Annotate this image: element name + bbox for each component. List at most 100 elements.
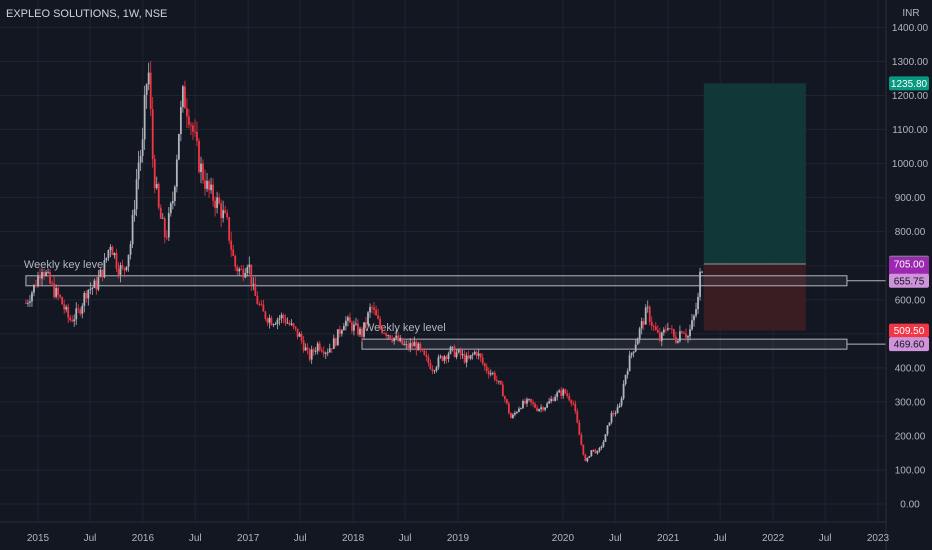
candle-body	[387, 335, 390, 337]
candle-body	[123, 267, 126, 271]
candle-body	[459, 349, 462, 356]
price-label-text: 1235.80	[891, 79, 928, 90]
candle-body	[691, 320, 693, 330]
candles	[25, 60, 703, 463]
candle-body	[403, 344, 406, 346]
candle-body	[648, 306, 651, 322]
candle-body	[119, 265, 122, 275]
candle-body	[51, 283, 53, 285]
candle-body	[264, 311, 267, 319]
candle-body	[602, 441, 605, 447]
candle-body	[654, 326, 657, 330]
candle-body	[369, 307, 371, 313]
candle-body	[443, 356, 446, 361]
candle-body	[491, 372, 494, 374]
candle-body	[582, 444, 585, 455]
candle-body	[361, 328, 363, 337]
candle-body	[349, 317, 351, 323]
candle-body	[250, 264, 253, 285]
candle-body	[33, 284, 35, 293]
candle-body	[395, 335, 398, 338]
candle-body	[103, 260, 106, 278]
time-tick: Jul	[84, 533, 97, 544]
candle-body	[503, 396, 506, 400]
candle-body	[135, 179, 138, 210]
candle-body	[210, 184, 212, 191]
candle-body	[465, 355, 468, 363]
candle-body	[280, 314, 283, 319]
candle-body	[312, 349, 315, 352]
candle-body	[546, 403, 549, 408]
candle-body	[483, 363, 486, 367]
currency-label: INR	[902, 8, 919, 19]
candle-body	[332, 338, 335, 349]
candle-body	[548, 401, 551, 404]
candle-body	[169, 203, 172, 214]
candle-body	[272, 324, 275, 326]
candle-body	[626, 371, 629, 375]
candle-body	[274, 324, 277, 325]
price-tick: 900.00	[895, 193, 926, 204]
candle-body	[381, 327, 384, 333]
candle-body	[95, 280, 98, 290]
candle-body	[87, 289, 90, 299]
candle-body	[578, 422, 581, 435]
candle-body	[574, 403, 577, 412]
candle-body	[105, 257, 108, 261]
candle-body	[701, 271, 703, 273]
candle-body	[175, 159, 178, 187]
candle-body	[592, 449, 595, 451]
candle-body	[554, 396, 557, 401]
candle-body	[63, 304, 66, 310]
candle-body	[181, 86, 184, 108]
candle-body	[218, 197, 221, 204]
candle-body	[514, 412, 516, 415]
candle-body	[433, 370, 436, 372]
candle-body	[260, 304, 263, 306]
candle-body	[55, 287, 58, 297]
candle-body	[405, 344, 408, 346]
candle-body	[161, 218, 164, 220]
candle-body	[258, 304, 261, 306]
candle-body	[445, 356, 448, 359]
candle-body	[39, 275, 41, 279]
candle-body	[576, 411, 579, 423]
candle-body	[262, 304, 265, 312]
candle-body	[375, 309, 377, 316]
candle-body	[634, 344, 637, 352]
price-labels: 1235.80709.05705.004d 3h655.75509.50469.…	[889, 76, 929, 352]
time-tick: 2020	[552, 533, 575, 544]
candle-body	[186, 108, 188, 117]
time-axis[interactable]: 2015 Jul 2016 Jul 2017 Jul 2018 Jul 2019 2020 Jul 2…	[0, 521, 890, 544]
candle-body	[455, 352, 458, 358]
candle-body	[89, 288, 92, 290]
candle-body	[477, 353, 480, 356]
candle-body	[594, 449, 597, 454]
candle-body	[481, 357, 484, 364]
candle-body	[526, 399, 528, 404]
candle-body	[157, 183, 160, 208]
candle-body	[288, 322, 291, 325]
candle-body	[507, 403, 510, 413]
candle-body	[636, 338, 639, 345]
candle-body	[167, 213, 170, 238]
candle-body	[453, 346, 456, 358]
candle-body	[365, 322, 367, 325]
key-levels: Weekly key level Weekly key level	[24, 259, 886, 350]
position-zones	[703, 83, 806, 331]
candle-body	[377, 315, 379, 319]
candle-body	[75, 308, 78, 320]
candle-body	[439, 356, 442, 358]
candle-body	[475, 351, 478, 356]
candle-body	[572, 403, 575, 405]
candle-body	[697, 296, 699, 310]
candle-body	[248, 264, 251, 268]
candle-body	[421, 348, 424, 351]
candle-body	[183, 86, 186, 109]
candle-body	[501, 384, 504, 397]
candle-body	[590, 450, 593, 457]
candle-body	[598, 447, 601, 452]
candle-body	[196, 131, 198, 141]
candle-body	[107, 250, 110, 258]
